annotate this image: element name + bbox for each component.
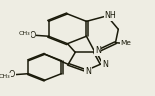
Text: CH₃: CH₃	[19, 31, 30, 36]
Text: NH: NH	[105, 11, 116, 20]
Text: O: O	[9, 70, 15, 79]
Text: N: N	[95, 46, 101, 55]
Text: N: N	[102, 60, 108, 69]
Text: CH₃: CH₃	[0, 74, 10, 79]
Text: Me: Me	[120, 40, 131, 46]
Text: O: O	[29, 31, 35, 40]
Text: N: N	[85, 67, 91, 77]
